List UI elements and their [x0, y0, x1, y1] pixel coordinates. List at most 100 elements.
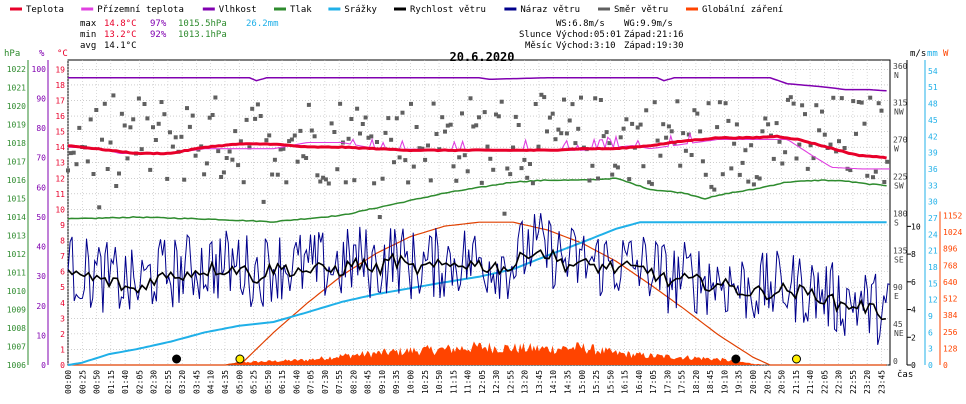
chart-date-title: 20.6.2020: [449, 50, 514, 64]
pressure-axis-tick-6: 1012: [7, 250, 26, 259]
wind-dir-dot: [360, 122, 365, 126]
wind-dir-dot: [369, 134, 374, 139]
wind-dir-dot: [278, 147, 283, 152]
wind-dir-dot: [771, 156, 776, 161]
wind-dir-dot: [221, 170, 226, 175]
wind-dir-dot: [315, 173, 320, 178]
moon-marker-0: [172, 354, 182, 364]
wind-dir-dot: [165, 176, 170, 181]
wind-dir-dot: [508, 172, 513, 177]
x-tick-28: 11:40: [464, 370, 473, 394]
temperature-axis-tick-19: 19: [55, 65, 65, 74]
wind-dir-dot: [216, 149, 221, 154]
wind-dir-dot: [698, 129, 703, 134]
wind-dir-dot: [615, 165, 620, 170]
wind-dir-dot: [817, 128, 822, 133]
wind-dir-dot: [723, 101, 728, 106]
wind-dir-dot: [253, 116, 258, 121]
x-tick-36: 15:00: [578, 370, 587, 394]
wind-dir-dot: [258, 114, 263, 118]
info-moon-rise: Východ:3:10: [556, 41, 616, 51]
wind-dir-dot: [284, 180, 289, 185]
wind-dir-dot: [411, 164, 416, 169]
wind-dir-dot: [683, 148, 688, 153]
wind-dir-dot: [567, 118, 572, 123]
wind-speed-tick-0: 0: [911, 361, 916, 370]
x-tick-50: 20:50: [778, 370, 787, 394]
wind-dir-dot: [610, 172, 615, 177]
rain-tick-15: 45: [928, 116, 938, 125]
pressure-axis-tick-7: 1013: [7, 232, 26, 241]
humidity-line: [68, 77, 887, 92]
wind-dir-tick-8: 360: [893, 62, 908, 71]
wind-dir-dot: [550, 111, 555, 116]
wind-dir-dot: [187, 124, 192, 129]
wind-dir-dot: [851, 99, 856, 104]
wind-dir-dot: [148, 167, 153, 172]
x-tick-5: 02:05: [135, 370, 144, 394]
grid: [67, 60, 890, 366]
rain-tick-2: 6: [928, 328, 933, 337]
x-tick-44: 18:20: [692, 370, 701, 394]
x-tick-31: 12:55: [506, 370, 515, 394]
wind-dir-dot: [502, 211, 507, 216]
wind-dir-dot: [706, 101, 711, 106]
wind-dir-dot: [417, 146, 422, 151]
pressure-axis-tick-8: 1014: [7, 213, 26, 222]
wind-dir-dot: [638, 122, 643, 127]
radiation-tick-0: 0: [943, 361, 948, 370]
wind-dir-dot: [414, 125, 419, 129]
wind-dir-dot: [621, 126, 626, 131]
wind-dir-dot: [876, 101, 881, 106]
radiation-tick-2: 256: [943, 328, 958, 337]
x-tick-24: 10:00: [407, 370, 416, 394]
wind-dir-dot: [658, 153, 663, 158]
wind-dir-compass-8: N: [894, 71, 899, 80]
wind-dir-dot: [666, 124, 671, 129]
wind-dir-dot: [241, 180, 246, 185]
unit-celsius: °C: [57, 49, 68, 59]
x-tick-19: 07:55: [335, 370, 344, 394]
wind-dir-dot: [854, 131, 858, 136]
pressure-axis-tick-3: 1009: [7, 306, 26, 315]
wind-dir-dot: [394, 116, 399, 121]
x-tick-54: 22:30: [835, 370, 844, 394]
unit-w: W: [943, 49, 949, 59]
wind-dir-dot: [511, 145, 515, 150]
wind-dir-dot: [349, 117, 354, 121]
wind-dir-dot: [664, 135, 669, 140]
wind-dir-dot: [805, 166, 810, 171]
wind-dir-dot: [528, 162, 532, 166]
wind-dir-dot: [828, 142, 833, 147]
pressure-axis-tick-2: 1008: [7, 324, 26, 333]
wind-dir-dot: [128, 125, 133, 130]
wind-dir-dot: [142, 102, 147, 106]
wind-dir-dot: [247, 145, 252, 150]
rain-line: [67, 221, 887, 366]
wind-dir-dot: [426, 143, 430, 148]
wind-dir-dot: [692, 108, 697, 113]
wind-dir-dot: [579, 95, 583, 100]
wind-dir-dot: [717, 100, 722, 105]
wind-dir-dot: [777, 139, 782, 144]
wind-dir-dot: [88, 117, 93, 122]
wind-dir-dot: [261, 199, 266, 204]
wind-dir-dot: [213, 95, 218, 100]
wind-dir-dot: [505, 166, 510, 171]
wind-dir-dot: [352, 178, 357, 183]
wind-dir-dot: [627, 177, 632, 182]
wind-dir-dot: [100, 137, 104, 142]
wind-dir-dot: [859, 100, 864, 105]
x-tick-27: 11:15: [449, 370, 458, 394]
wind-dir-dot: [312, 134, 317, 139]
temperature-axis-tick-6: 6: [60, 268, 65, 277]
wind-dir-dot: [173, 135, 178, 140]
legend-label-6: Náraz větru: [520, 5, 580, 15]
wind-dir-dot: [375, 140, 379, 144]
wind-dir-dot: [882, 180, 887, 184]
wind-dir-dot: [403, 158, 408, 163]
moon-marker-2: [731, 354, 741, 364]
radiation-area: [68, 341, 890, 365]
wind-dir-dot: [848, 168, 853, 173]
